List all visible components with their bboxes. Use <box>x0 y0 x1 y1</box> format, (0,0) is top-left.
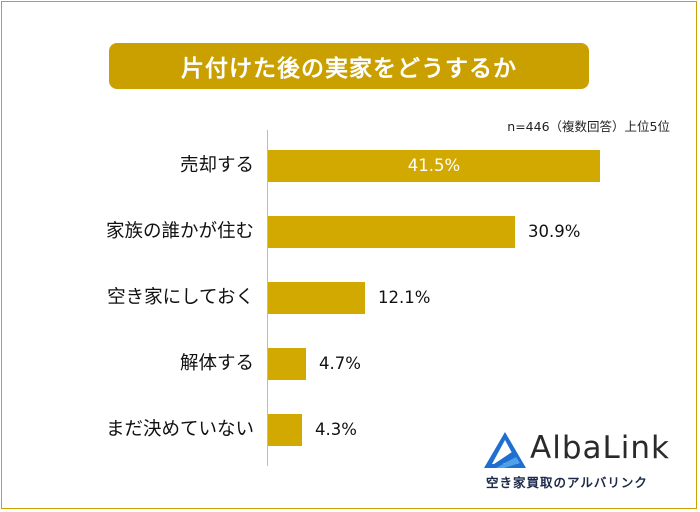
category-label: 解体する <box>179 353 254 374</box>
logo-name: AlbaLink <box>530 430 670 466</box>
value-label: 12.1% <box>378 288 431 307</box>
value-label: 4.7% <box>319 354 361 373</box>
bar <box>268 348 306 380</box>
category-label: まだ決めていない <box>105 419 254 440</box>
bar <box>268 150 600 182</box>
bar <box>268 282 365 314</box>
value-label: 4.3% <box>315 420 357 439</box>
category-label: 空き家にしておく <box>107 287 254 308</box>
y-axis-line <box>267 130 268 466</box>
sample-note: n=446（複数回答）上位5位 <box>507 119 670 134</box>
bar <box>268 216 515 248</box>
category-label: 売却する <box>179 155 254 176</box>
value-label: 30.9% <box>528 222 581 241</box>
chart-title: 片付けた後の実家をどうするか <box>109 43 589 89</box>
logo-tagline: 空き家買取のアルバリンク <box>486 475 648 490</box>
logo-mark-icon <box>484 432 526 468</box>
albalink-logo: AlbaLink 空き家買取のアルバリンク <box>482 430 682 494</box>
bar <box>268 414 302 446</box>
value-label: 41.5% <box>407 156 461 175</box>
category-label: 家族の誰かが住む <box>105 221 254 242</box>
